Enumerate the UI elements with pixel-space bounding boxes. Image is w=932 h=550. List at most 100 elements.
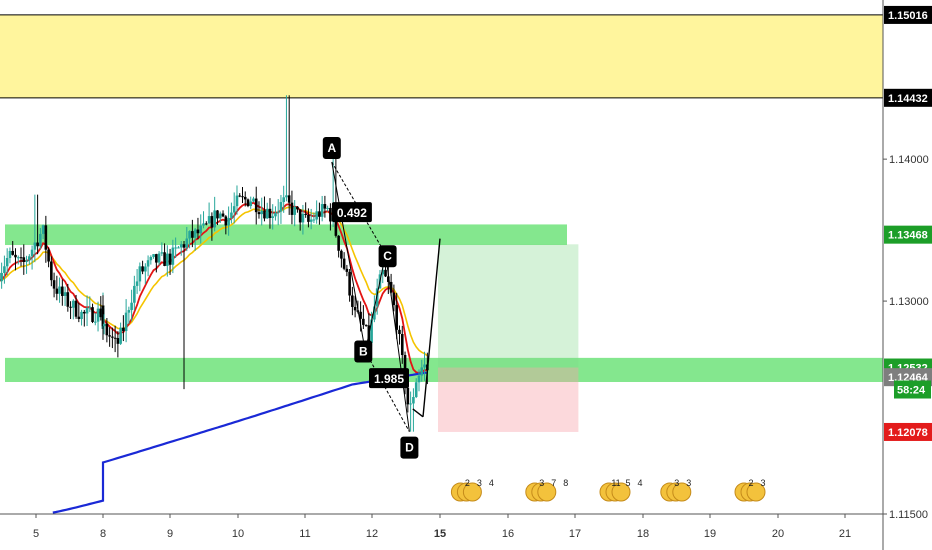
candle-body [342, 258, 346, 269]
event-flag-icon [611, 482, 631, 502]
candle-body [389, 281, 393, 293]
supply-zone [0, 14, 883, 98]
candle-body [108, 335, 111, 337]
y-tick-label: 1.14000 [889, 154, 929, 166]
event-count: 7 [551, 478, 556, 488]
candle-body [133, 285, 136, 303]
candle-body [52, 280, 56, 289]
candle-body [301, 213, 305, 223]
candle-body [230, 212, 233, 218]
candle-body [370, 319, 373, 343]
candle-body [119, 327, 122, 344]
candle-body [213, 210, 216, 228]
candle-body [412, 397, 415, 404]
candle-body [163, 252, 166, 266]
candle-body [55, 288, 59, 294]
event-count: 5 [625, 478, 630, 488]
price-label-badge [884, 422, 932, 441]
candle-body [171, 247, 175, 265]
point-c-badge [378, 245, 397, 268]
candle-body [345, 268, 349, 272]
candle-body [77, 316, 81, 320]
candle-body [373, 306, 376, 320]
candle-body [375, 288, 379, 307]
candle-body [334, 217, 338, 236]
candle-body [423, 364, 426, 368]
candle-body [218, 213, 222, 219]
candle-body [69, 306, 72, 308]
candle-body [188, 231, 191, 239]
x-tick-label: 10 [232, 528, 244, 540]
candle-body [16, 257, 20, 259]
x-tick-label: 9 [167, 528, 173, 540]
candle-body [400, 333, 404, 356]
event-count: 2 [748, 478, 753, 488]
candle-body [174, 247, 177, 249]
candle-body [414, 382, 418, 398]
candle-body [127, 310, 131, 313]
candle-body [381, 269, 385, 275]
candle-body [14, 254, 17, 258]
candle-body [241, 196, 244, 198]
price-label-badge [884, 5, 932, 24]
economic-events: 2 3 4 3 7 8 11 5 4 3 3 2 3 [450, 478, 766, 502]
event-count: 3 [760, 478, 765, 488]
projection-start-line [412, 408, 424, 418]
long-moving-average [52, 371, 427, 514]
x-tick-label: 18 [637, 528, 649, 540]
y-axis-background [883, 0, 932, 550]
event-count: 3 [674, 478, 679, 488]
ratio-badge [331, 202, 372, 223]
candle-body [47, 249, 50, 262]
candle-body [61, 286, 64, 296]
candle-body [141, 266, 144, 272]
candle-body [28, 256, 31, 261]
candle-body [149, 256, 153, 261]
candle-body [185, 238, 189, 248]
candle-body [290, 202, 294, 215]
x-tick-label: 16 [502, 528, 514, 540]
event-count: 11 [611, 478, 620, 488]
candle-body [320, 204, 324, 217]
candle-body [276, 211, 280, 213]
point-b-label: B [359, 344, 368, 358]
x-tick-label: 12 [366, 528, 378, 540]
candle-body [66, 292, 70, 307]
candle-body [30, 249, 34, 257]
event-count: 3 [477, 478, 482, 488]
event-count: 4 [489, 478, 494, 488]
candle-body [105, 323, 109, 336]
candle-body [135, 281, 139, 286]
stop-loss-area [438, 367, 579, 432]
candle-body [323, 204, 327, 209]
price-label-badge [884, 88, 932, 107]
x-tick-label: 19 [704, 528, 716, 540]
candle-body [11, 250, 15, 255]
price-label-text: 1.13468 [888, 230, 928, 242]
candle-body [406, 387, 410, 405]
candle-body [8, 250, 12, 258]
candle-body [166, 253, 169, 266]
event-count: 3 [686, 478, 691, 488]
candle-body [224, 216, 228, 226]
candle-body [351, 295, 354, 307]
candle-body [96, 308, 100, 322]
candle-body [138, 266, 142, 282]
candle-body [39, 233, 42, 247]
candle-body [202, 223, 205, 226]
event-flag-icon [672, 482, 692, 502]
candle-body [387, 276, 390, 282]
candle-body [362, 318, 365, 325]
point-d-badge [400, 436, 419, 459]
event-flag-icon [462, 482, 482, 502]
candle-body [235, 195, 239, 207]
y-axis: 1.14000 1.13000 1.11500 1.15016 1.14432 1.134… [882, 0, 932, 550]
event-count: 8 [563, 478, 568, 488]
candle-body [160, 252, 164, 254]
candle-body [329, 207, 332, 222]
countdown-label: 58:24 [897, 385, 926, 397]
support-zone [5, 357, 883, 382]
candle-body [101, 314, 105, 327]
candle-body [417, 375, 421, 383]
